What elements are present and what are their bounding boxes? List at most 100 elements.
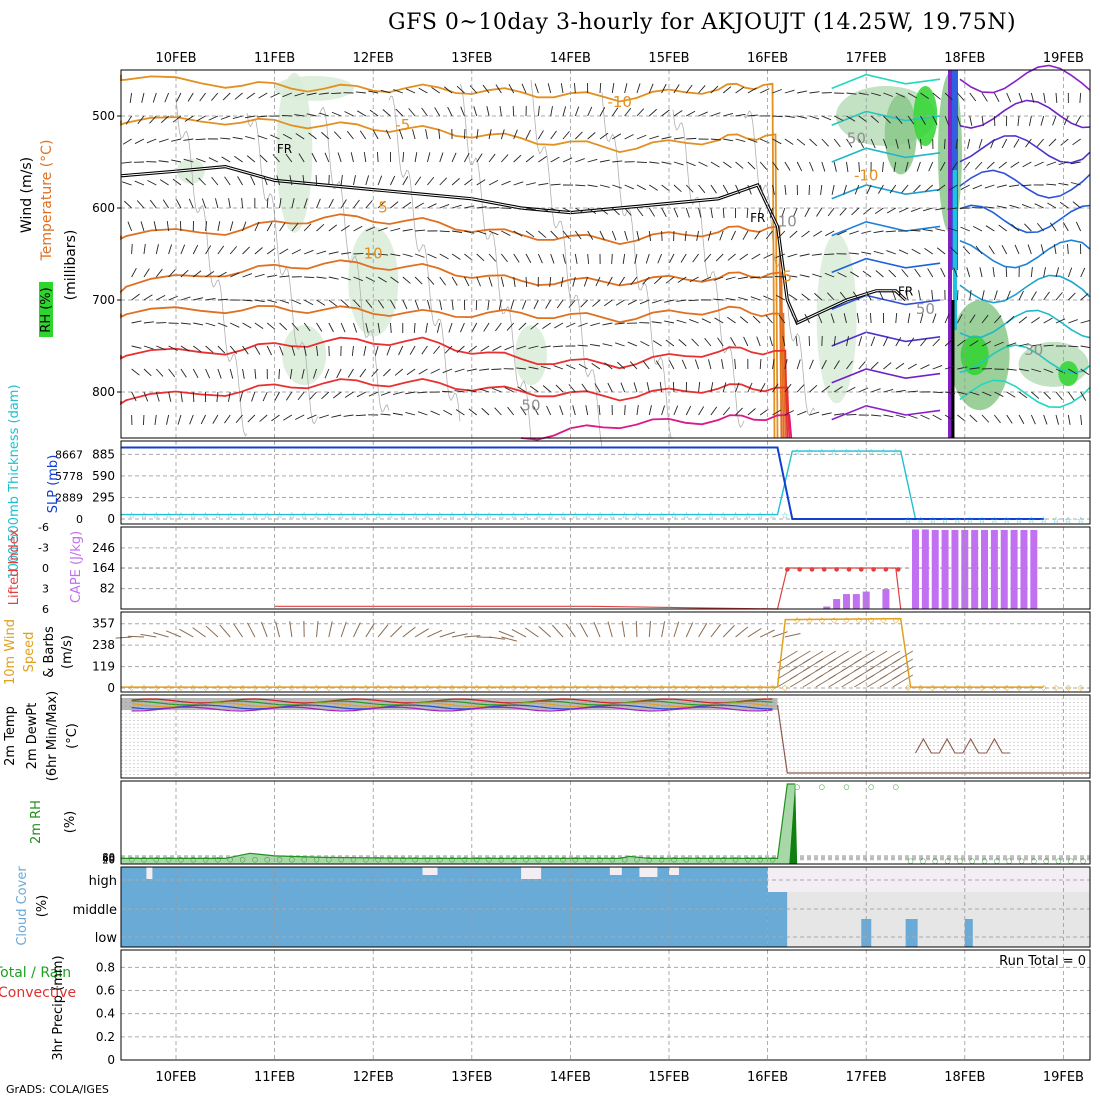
- wind-barb: [775, 253, 786, 259]
- wind-barb: [1040, 244, 1045, 255]
- wind-barb: [932, 391, 943, 394]
- wind-barb: [756, 336, 761, 347]
- wind-barb: [533, 406, 539, 416]
- wind-speed-marker: ◇: [486, 683, 493, 692]
- wind-barb: [242, 368, 245, 379]
- wind-barb: [487, 299, 490, 310]
- wind-barb: [895, 138, 899, 149]
- wind-barb: [801, 230, 810, 238]
- wind-barb: [425, 129, 428, 140]
- wind-barb: [772, 359, 775, 370]
- li-marker: ●: [809, 566, 814, 573]
- wind-barb: [661, 83, 667, 94]
- wind-barb: [701, 276, 712, 282]
- wind-barb: [998, 224, 1007, 232]
- wind-barb: [797, 90, 808, 94]
- isotherm-line: [120, 304, 787, 439]
- wind-barb: [217, 322, 228, 327]
- wind-barb: [901, 269, 909, 278]
- surface-wind-barb: [390, 625, 403, 638]
- wind-barb: [907, 414, 918, 419]
- wind-barb: [294, 114, 305, 117]
- cloud-gap: [639, 867, 658, 877]
- wind-barb: [1021, 184, 1032, 187]
- wind-barb: [192, 270, 202, 278]
- wind-barb: [784, 138, 794, 145]
- wind-barb: [306, 92, 317, 96]
- wind-barb: [492, 345, 502, 352]
- wind-barb: [438, 129, 441, 140]
- wind-barb: [972, 225, 983, 232]
- wind-barb: [1006, 290, 1011, 301]
- wind-barb: [501, 154, 509, 163]
- wind-barb: [722, 86, 732, 94]
- wind-speed-marker: ◇: [646, 683, 653, 692]
- wind-barb: [257, 115, 268, 118]
- wind-barb: [627, 299, 638, 305]
- footer-credit: GrADS: COLA/IGES: [6, 1083, 109, 1096]
- surface-wind-barb: [289, 621, 293, 638]
- wind-barb: [792, 207, 798, 218]
- wind-barb: [568, 384, 576, 393]
- wind-barb: [944, 365, 955, 370]
- wind-speed-marker: ◇: [153, 683, 160, 692]
- wind-barb: [698, 184, 706, 194]
- wind-speed-marker: ◇: [252, 683, 259, 692]
- wind-barb: [661, 184, 670, 192]
- wind-barb: [159, 179, 169, 186]
- wind-barb: [969, 115, 973, 126]
- y-tick-label: 590: [92, 469, 115, 483]
- wind-speed-marker: ◇: [893, 616, 900, 625]
- wind-barb: [831, 184, 835, 195]
- wind-barb: [747, 114, 758, 117]
- rh-marker: ○: [474, 855, 480, 863]
- thickness-marker: ☆: [214, 512, 222, 522]
- wind-barb: [994, 414, 1001, 424]
- wind-barb: [701, 318, 712, 324]
- wind-barb: [303, 299, 314, 306]
- wind-barb: [479, 368, 490, 371]
- wind-speed-marker: ◇: [622, 683, 629, 692]
- y-axis-label-speed: Speed: [22, 632, 37, 673]
- wind-barb: [550, 230, 558, 239]
- wind-barb: [258, 92, 268, 99]
- wind-barb: [331, 414, 342, 418]
- wind-barb: [480, 345, 490, 352]
- wind-barb: [215, 198, 219, 209]
- wind-barb: [421, 107, 428, 117]
- wind-barb: [893, 161, 897, 172]
- wind-barb: [599, 159, 610, 163]
- wind-barb: [1006, 92, 1012, 103]
- wind-barb: [624, 107, 632, 117]
- wind-barb: [813, 230, 823, 237]
- wind-barb: [1018, 92, 1023, 103]
- wind-barb: [525, 253, 532, 263]
- wind-barb: [414, 202, 424, 209]
- wind-barb: [824, 253, 835, 255]
- wind-barb: [309, 391, 317, 400]
- wind-barb: [162, 199, 169, 209]
- wind-barb: [710, 184, 717, 194]
- wind-barb: [883, 336, 889, 347]
- isotherm-line: [120, 116, 779, 439]
- surface-wind-barb: [427, 629, 443, 638]
- wind-barb: [676, 299, 687, 302]
- wind-barb: [538, 207, 549, 212]
- y-axis-label-dewpt: 2m DewPt: [25, 703, 40, 770]
- rh-marker: ○: [893, 783, 899, 791]
- wind-barb: [704, 253, 712, 262]
- wind-barb: [870, 388, 881, 393]
- wind-barb: [137, 115, 145, 125]
- thickness-marker: ☆: [349, 512, 357, 522]
- wind-barb: [176, 92, 182, 103]
- wind-barb: [488, 129, 492, 140]
- wind-barb: [448, 322, 453, 333]
- wind-barb: [636, 184, 646, 191]
- wind-barb: [883, 414, 894, 418]
- wind-barb: [1067, 267, 1073, 278]
- surface-wind-barb: [735, 626, 749, 638]
- thickness-marker: ☆: [436, 512, 444, 522]
- rh-marker: ○: [350, 855, 356, 863]
- wind-barb: [986, 161, 995, 170]
